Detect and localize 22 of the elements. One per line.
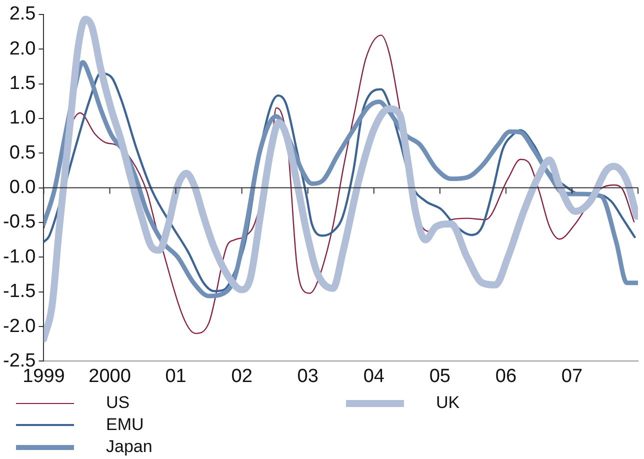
x-tick-label: 04 — [363, 366, 385, 387]
x-tick-label: 03 — [297, 366, 318, 387]
y-tick-label: 0.0 — [9, 177, 36, 198]
x-tick-label: 2000 — [88, 366, 131, 387]
legend-label: Japan — [106, 437, 152, 457]
y-tick-label: 0.5 — [9, 142, 36, 164]
y-tick-label: -2.0 — [2, 316, 36, 337]
y-tick-label: 1.0 — [9, 108, 36, 129]
x-tick-label: 05 — [429, 366, 450, 387]
y-tick-label: 1.5 — [9, 72, 36, 94]
x-tick-label: 06 — [495, 366, 517, 387]
y-tick-label: 2.0 — [9, 38, 36, 60]
legend-label: EMU — [106, 415, 144, 435]
x-tick-label: 07 — [561, 366, 583, 387]
y-tick-label: -1.0 — [2, 246, 36, 268]
y-tick-label: -0.5 — [2, 212, 36, 233]
legend-label: UK — [436, 393, 460, 413]
y-tick-label: 2.5 — [9, 4, 36, 25]
legend-label: US — [106, 393, 130, 413]
x-tick-label: 02 — [231, 366, 252, 387]
x-tick-label: 01 — [165, 366, 186, 387]
y-tick-label: -1.5 — [2, 281, 36, 302]
